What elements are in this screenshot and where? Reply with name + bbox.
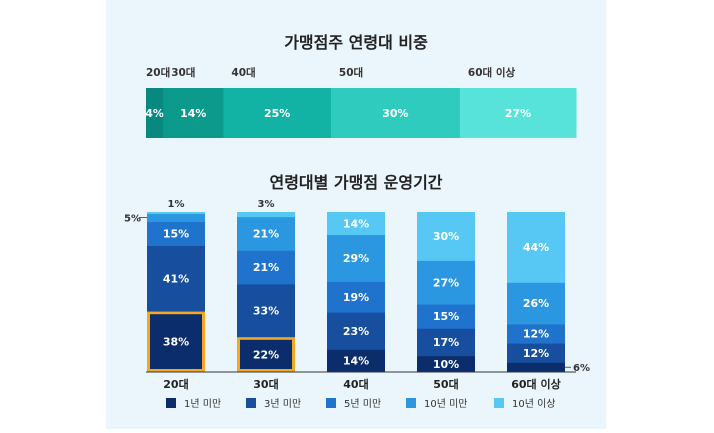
bar-segment-2-4 <box>327 212 385 236</box>
bar-value-label-1-3: 21% <box>253 228 279 241</box>
bar-value-label-1-4: 3% <box>258 199 275 210</box>
x-tick-label-3: 50대 <box>433 377 458 391</box>
bar-value-label-3-0: 10% <box>433 358 459 371</box>
bar-value-label-4-1: 12% <box>523 347 549 360</box>
top-bar-value-label-2: 25% <box>264 107 290 120</box>
bar-segment-1-3 <box>237 216 295 251</box>
bar-segment-2-1 <box>327 312 385 350</box>
legend-swatch-4 <box>494 398 504 408</box>
bar-segment-3-3 <box>417 260 475 305</box>
bar-value-label-2-4: 14% <box>343 217 369 230</box>
bar-value-label-0-0: 38% <box>163 336 189 349</box>
bar-segment-2-3 <box>327 234 385 282</box>
bar-segment-1-1 <box>237 284 295 338</box>
top-category-label-2: 40대 <box>231 66 255 79</box>
bar-value-label-1-2: 21% <box>253 261 279 274</box>
bar-value-label-0-2: 15% <box>163 228 189 241</box>
legend-label-2: 5년 미만 <box>344 398 381 410</box>
top-category-label-3: 50대 <box>339 66 363 79</box>
highlight-box-1 <box>237 336 295 372</box>
bar-value-label-2-1: 23% <box>343 325 369 338</box>
top-category-label-0: 20대 <box>146 66 170 79</box>
bar-value-label-3-2: 15% <box>433 310 459 323</box>
highlight-box-0 <box>147 311 205 373</box>
bar-value-label-4-0: 6% <box>573 363 590 374</box>
bar-value-label-1-0: 22% <box>253 348 279 361</box>
legend-label-4: 10년 이상 <box>512 398 556 410</box>
bar-segment-2-0 <box>327 349 385 373</box>
top-bar-value-label-4: 27% <box>505 107 531 120</box>
x-tick-label-0: 20대 <box>163 377 188 391</box>
legend-swatch-3 <box>406 398 416 408</box>
top-bar-segment-2 <box>223 88 332 138</box>
bar-value-label-0-1: 41% <box>163 272 189 285</box>
bar-value-label-2-0: 14% <box>343 355 369 368</box>
bar-value-label-4-3: 26% <box>523 297 549 310</box>
bar-segment-3-4 <box>417 212 475 261</box>
bar-segment-0-1 <box>147 245 205 312</box>
bar-segment-3-0 <box>417 355 475 373</box>
bar-segment-4-2 <box>507 324 565 344</box>
bar-segment-1-0 <box>237 336 295 373</box>
bar-value-label-0-3: 5% <box>124 214 141 225</box>
bar-segment-3-2 <box>417 304 475 329</box>
bar-value-label-2-2: 19% <box>343 291 369 304</box>
top-bar-segment-4 <box>459 88 577 138</box>
top-bar-value-label-3: 30% <box>382 107 408 120</box>
top-category-label-1: 30대 <box>171 66 195 79</box>
bar-value-label-3-1: 17% <box>433 336 459 349</box>
bar-segment-2-2 <box>327 281 385 313</box>
x-tick-label-1: 30대 <box>253 377 278 391</box>
top-bar-segment-1 <box>163 88 224 138</box>
bottom-chart-title: 연령대별 가맹점 운영기간 <box>269 173 442 192</box>
x-tick-label-4: 60대 이상 <box>511 377 561 391</box>
bar-segment-4-1 <box>507 343 565 363</box>
top-bar-segment-3 <box>330 88 461 138</box>
bar-segment-0-3 <box>147 213 205 222</box>
chart-panel: 가맹점주 연령대 비중 20대 30대 40대 50대 60대 이상 4% 14% 25% 3… <box>106 0 606 429</box>
top-bar-value-label-0: 4% <box>145 107 164 120</box>
bar-segment-4-0 <box>507 362 565 373</box>
legend-swatch-2 <box>326 398 336 408</box>
bar-value-label-3-4: 30% <box>433 230 459 243</box>
bar-segment-0-4 <box>147 212 205 214</box>
top-bar-value-label-1: 14% <box>180 107 206 120</box>
top-bar-segment-0 <box>146 88 164 138</box>
bar-value-label-3-3: 27% <box>433 276 459 289</box>
bar-segment-3-1 <box>417 328 475 357</box>
bar-segment-0-2 <box>147 221 205 246</box>
bar-segment-4-3 <box>507 282 565 325</box>
bar-value-label-0-4: 1% <box>168 199 185 210</box>
top-chart-title: 가맹점주 연령대 비중 <box>284 33 428 52</box>
bar-segment-4-4 <box>507 212 565 283</box>
bar-value-label-2-3: 29% <box>343 252 369 265</box>
legend-swatch-1 <box>246 398 256 408</box>
bar-value-label-1-1: 33% <box>253 304 279 317</box>
legend-label-3: 10년 미만 <box>424 398 468 410</box>
bar-value-label-4-4: 44% <box>523 241 549 254</box>
bar-segment-1-2 <box>237 250 295 285</box>
legend-label-1: 3년 미만 <box>264 398 301 410</box>
chart-svg: 가맹점주 연령대 비중 20대 30대 40대 50대 60대 이상 4% 14% 25% 3… <box>124 33 590 410</box>
top-category-label-4: 60대 이상 <box>468 66 516 79</box>
bar-segment-1-4 <box>237 212 295 218</box>
bar-segment-0-0 <box>147 311 205 373</box>
legend-label-0: 1년 미만 <box>184 398 221 410</box>
bar-value-label-4-2: 12% <box>523 328 549 341</box>
x-tick-label-2: 40대 <box>343 377 368 391</box>
legend-swatch-0 <box>166 398 176 408</box>
